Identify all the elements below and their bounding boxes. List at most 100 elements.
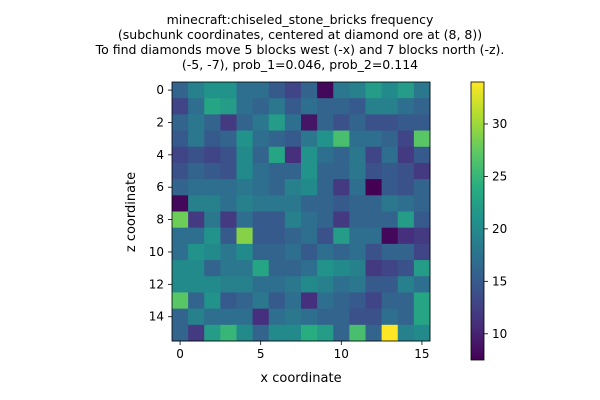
heatmap-cell — [333, 276, 350, 293]
heatmap-cell — [317, 308, 334, 326]
heatmap-cell — [172, 243, 189, 261]
heatmap-cell — [317, 276, 334, 293]
heatmap-cell — [172, 227, 189, 245]
heatmap-cell — [349, 211, 366, 229]
heatmap-cell — [204, 82, 221, 99]
heatmap-cell — [188, 114, 205, 132]
heatmap-cell — [172, 98, 189, 115]
heatmap-cell — [381, 227, 399, 245]
heatmap-cell — [172, 260, 189, 277]
heatmap-cell — [172, 324, 189, 342]
heatmap-cell — [172, 146, 189, 164]
heatmap-cell — [268, 243, 286, 261]
heatmap-cell — [397, 98, 415, 115]
heatmap-cell — [204, 146, 221, 164]
heatmap-cell — [397, 324, 415, 342]
heatmap-cell — [172, 162, 189, 180]
heatmap-cell — [252, 276, 270, 293]
heatmap-cell — [317, 227, 334, 245]
heatmap-cell — [317, 243, 334, 261]
heatmap-cell — [365, 130, 383, 148]
heatmap-cell — [333, 82, 350, 99]
heatmap-cell — [301, 179, 318, 196]
y-axis-label: z coordinate — [124, 172, 139, 252]
heatmap-cell — [381, 146, 399, 164]
heatmap-cell — [220, 308, 237, 326]
heatmap-cell — [397, 179, 415, 196]
chart-title-line-4: (-5, -7), prob_1=0.046, prob_2=0.114 — [181, 57, 419, 72]
heatmap-cell — [220, 292, 237, 310]
heatmap-cell — [236, 276, 254, 293]
heatmap-cell — [204, 324, 221, 342]
x-tick-label: 15 — [414, 347, 429, 361]
heatmap-cell — [236, 146, 254, 164]
heatmap-cell — [413, 130, 431, 148]
heatmap-cell — [365, 243, 383, 261]
heatmap-cell — [381, 292, 399, 310]
heatmap-cell — [349, 114, 366, 132]
y-tick-label: 8 — [156, 213, 164, 227]
heatmap-cell — [236, 130, 254, 148]
heatmap-cell — [381, 243, 399, 261]
heatmap-cell — [204, 179, 221, 196]
colorbar-tick-label: 30 — [492, 117, 507, 131]
heatmap-cell — [413, 82, 431, 99]
heatmap-cell — [284, 243, 302, 261]
heatmap-cell — [220, 195, 237, 212]
heatmap-cell — [220, 179, 237, 196]
heatmap-cell — [397, 227, 415, 245]
heatmap-cell — [381, 276, 399, 293]
heatmap-cell — [413, 179, 431, 196]
heatmap-cell — [252, 195, 270, 212]
heatmap-cell — [268, 82, 286, 99]
heatmap-cell — [381, 211, 399, 229]
heatmap-cell — [236, 162, 254, 180]
heatmap-cell — [317, 162, 334, 180]
heatmap-cell — [188, 179, 205, 196]
heatmap-cell — [333, 98, 350, 115]
heatmap-cell — [413, 243, 431, 261]
heatmap-cell — [236, 324, 254, 342]
x-tick-label: 10 — [334, 347, 349, 361]
heatmap-cell — [317, 195, 334, 212]
heatmap-cell — [268, 130, 286, 148]
heatmap-cell — [301, 292, 318, 310]
heatmap-cell — [413, 292, 431, 310]
heatmap-cell — [333, 114, 350, 132]
x-axis-ticks: 0 5 10 15 — [176, 341, 430, 361]
heatmap-cell — [301, 227, 318, 245]
heatmap-cell — [252, 260, 270, 277]
heatmap-cell — [204, 211, 221, 229]
heatmap-cell — [220, 260, 237, 277]
heatmap-cell — [365, 114, 383, 132]
heatmap-cell — [397, 292, 415, 310]
heatmap-cell — [172, 82, 189, 99]
heatmap-cell — [236, 243, 254, 261]
heatmap-cell — [188, 260, 205, 277]
heatmap-cell — [365, 211, 383, 229]
heatmap-cell — [252, 308, 270, 326]
heatmap-cell — [268, 114, 286, 132]
heatmap-cell — [333, 146, 350, 164]
heatmap-cell — [220, 227, 237, 245]
heatmap-cell — [172, 308, 189, 326]
heatmap-cell — [220, 146, 237, 164]
heatmap-cell — [301, 195, 318, 212]
heatmap-cell — [188, 146, 205, 164]
heatmap-cell — [333, 260, 350, 277]
heatmap-cell — [381, 114, 399, 132]
heatmap-cell — [284, 114, 302, 132]
heatmap-cell — [317, 211, 334, 229]
heatmap-cell — [413, 98, 431, 115]
colorbar-tick-label: 15 — [492, 274, 507, 288]
heatmap-cell — [284, 211, 302, 229]
heatmap-cell — [397, 146, 415, 164]
heatmap-cell — [349, 292, 366, 310]
y-tick-label: 2 — [156, 115, 164, 129]
y-tick-label: 10 — [149, 245, 164, 259]
heatmap-cell — [317, 324, 334, 342]
heatmap-cell — [333, 243, 350, 261]
heatmap-cell — [333, 324, 350, 342]
heatmap-cell — [252, 162, 270, 180]
heatmap-cell — [301, 114, 318, 132]
